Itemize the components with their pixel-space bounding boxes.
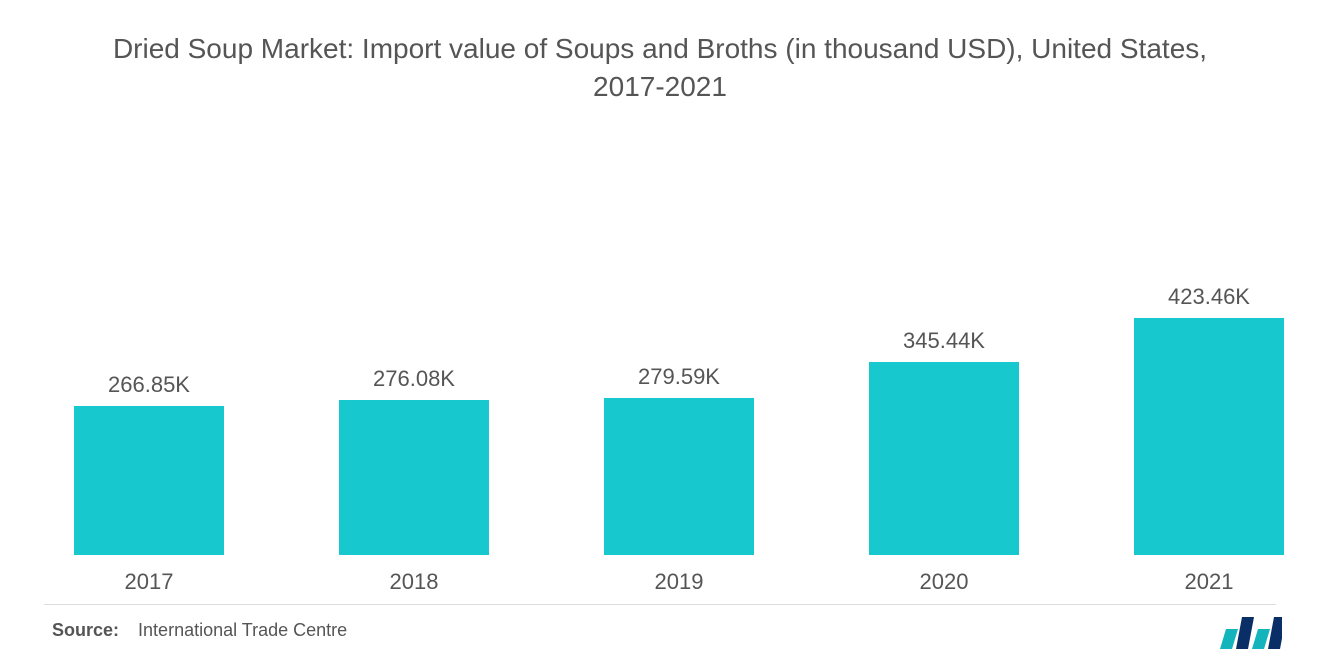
bar-value-label: 266.85K [108,372,190,398]
bar-category-label: 2018 [390,569,439,595]
bar-category-label: 2021 [1185,569,1234,595]
bar-category-label: 2019 [655,569,704,595]
bar-column: 276.08K2018 [339,366,489,555]
bar [1134,318,1284,555]
bars-group: 266.85K2017276.08K2018279.59K2019345.44K… [40,126,1280,665]
bar [74,406,224,555]
bar [339,400,489,555]
chart-title-line2: 2017-2021 [80,68,1240,106]
bar-value-label: 345.44K [903,328,985,354]
chart-title: Dried Soup Market: Import value of Soups… [0,0,1320,106]
logo-svg [1218,611,1282,651]
bar [604,398,754,555]
bar-column: 345.44K2020 [869,328,1019,555]
bar-value-label: 423.46K [1168,284,1250,310]
source-label: Source: [52,620,119,640]
chart-container: Dried Soup Market: Import value of Soups… [0,0,1320,665]
bar-category-label: 2017 [125,569,174,595]
bar [869,362,1019,555]
bar-value-label: 276.08K [373,366,455,392]
bar-column: 423.46K2021 [1134,284,1284,555]
chart-title-line1: Dried Soup Market: Import value of Soups… [80,30,1240,68]
source-text: International Trade Centre [138,620,347,640]
bar-column: 266.85K2017 [74,372,224,555]
brand-logo-icon [1218,611,1282,651]
plot-area: 266.85K2017276.08K2018279.59K2019345.44K… [0,106,1320,665]
bar-column: 279.59K2019 [604,364,754,555]
footer-divider [44,604,1276,605]
source-attribution: Source: International Trade Centre [52,620,347,641]
bar-value-label: 279.59K [638,364,720,390]
bar-category-label: 2020 [920,569,969,595]
